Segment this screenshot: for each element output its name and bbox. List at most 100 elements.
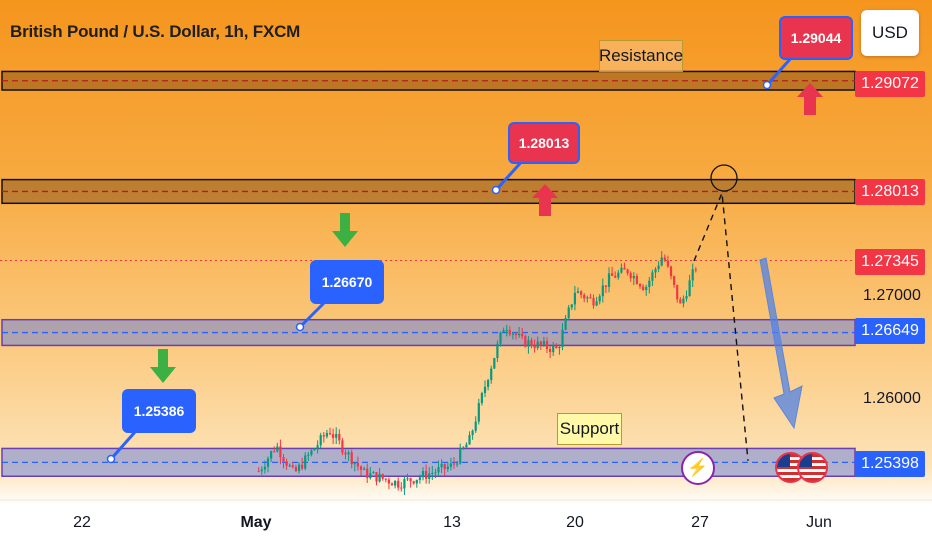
- candle-body: [480, 393, 484, 404]
- callout-support-low[interactable]: 1.25386: [122, 389, 196, 433]
- candle-body: [350, 452, 353, 465]
- candle-body: [555, 345, 558, 349]
- candle-body: [558, 346, 561, 349]
- candle-body: [316, 445, 319, 449]
- price-tag-resistance-mid: 1.28013: [855, 179, 925, 205]
- candle-body: [518, 333, 521, 336]
- candle-body: [533, 346, 536, 349]
- callout-support-mid[interactable]: 1.26670: [310, 260, 384, 304]
- candle-body: [332, 434, 335, 438]
- price-tag-support-low: 1.25398: [855, 451, 925, 477]
- candle-body: [344, 452, 347, 455]
- price-tag-resistance-high: 1.29072: [855, 71, 925, 97]
- callout-resistance-mid[interactable]: 1.28013: [508, 122, 580, 164]
- candle-body: [301, 464, 304, 469]
- candle-body: [638, 284, 642, 287]
- candle-body: [682, 298, 685, 304]
- candle-body: [508, 330, 511, 335]
- candle-body: [418, 477, 422, 480]
- lightning-icon[interactable]: ⚡: [681, 451, 715, 485]
- candle-body: [446, 466, 449, 470]
- candle-body: [471, 430, 474, 436]
- candle-body: [580, 291, 583, 295]
- candle-body: [496, 343, 499, 359]
- candle-body: [369, 473, 372, 478]
- currency-button[interactable]: USD: [861, 10, 919, 56]
- candle-body: [570, 304, 573, 308]
- candle-body: [443, 463, 446, 470]
- candle-body: [623, 267, 626, 270]
- candle-body: [291, 465, 294, 467]
- resistance-label[interactable]: Resistance: [599, 40, 683, 72]
- us-flag-icon[interactable]: [797, 452, 828, 483]
- candle-body: [288, 465, 291, 467]
- callout-resistance-high[interactable]: 1.29044: [779, 16, 853, 60]
- candle-body: [363, 468, 366, 470]
- candle-body: [325, 433, 329, 437]
- candle-body: [691, 269, 694, 281]
- candle-body: [366, 468, 369, 478]
- candle-body: [353, 462, 356, 465]
- candle-body: [521, 333, 524, 337]
- candle-body: [614, 275, 617, 278]
- candle-body: [511, 333, 515, 335]
- candle-body: [595, 301, 598, 306]
- candle-body: [586, 297, 589, 299]
- candle-body: [465, 444, 468, 448]
- price-tick-label: 1.27000: [863, 287, 921, 304]
- candle-body: [536, 341, 539, 349]
- candle-body: [657, 265, 660, 269]
- candle-body: [390, 483, 394, 486]
- candle-body: [669, 266, 673, 277]
- candle-body: [282, 457, 285, 462]
- candle-body: [449, 463, 453, 467]
- candle-body: [273, 451, 276, 453]
- candle-body: [552, 345, 555, 353]
- candle-body: [307, 454, 310, 456]
- candle-body: [456, 463, 459, 465]
- candle-body: [434, 472, 437, 474]
- price-tag-last: 1.27345: [855, 249, 925, 275]
- candle-body: [415, 479, 418, 484]
- candle-body: [322, 435, 325, 437]
- candle-body: [660, 257, 663, 266]
- candle-body: [617, 272, 620, 278]
- candle-body: [400, 487, 403, 489]
- candle-body: [688, 280, 691, 297]
- candle-body: [545, 341, 549, 349]
- candle-body: [313, 448, 316, 451]
- candle-body: [387, 479, 391, 484]
- candle-body: [260, 469, 263, 472]
- candle-body: [573, 292, 577, 305]
- candle-body: [524, 336, 527, 347]
- support-label[interactable]: Support: [557, 413, 622, 445]
- candle-body: [539, 341, 542, 345]
- candle-body: [319, 435, 322, 446]
- candle-body: [440, 463, 443, 468]
- candle-body: [549, 348, 552, 353]
- candle-body: [257, 471, 260, 473]
- date-tick-label: May: [240, 514, 272, 531]
- candle-body: [635, 275, 639, 285]
- candle-body: [583, 294, 586, 299]
- candle-body: [642, 286, 645, 290]
- candle-body: [561, 329, 564, 347]
- candle-body: [514, 333, 518, 336]
- candle-body: [679, 299, 682, 304]
- projection-path: [693, 192, 749, 461]
- candle-body: [266, 458, 270, 467]
- candle-body: [384, 478, 387, 480]
- candle-body: [673, 276, 676, 285]
- candle-body: [530, 340, 533, 347]
- callout-anchor: [491, 185, 501, 195]
- callout-anchor: [295, 322, 305, 332]
- candle-body: [648, 280, 651, 288]
- candle-body: [589, 297, 592, 299]
- candle-body: [676, 284, 679, 300]
- candle-body: [611, 273, 614, 276]
- candle-body: [397, 480, 400, 488]
- candle-body: [685, 296, 688, 299]
- candle-body: [564, 318, 567, 330]
